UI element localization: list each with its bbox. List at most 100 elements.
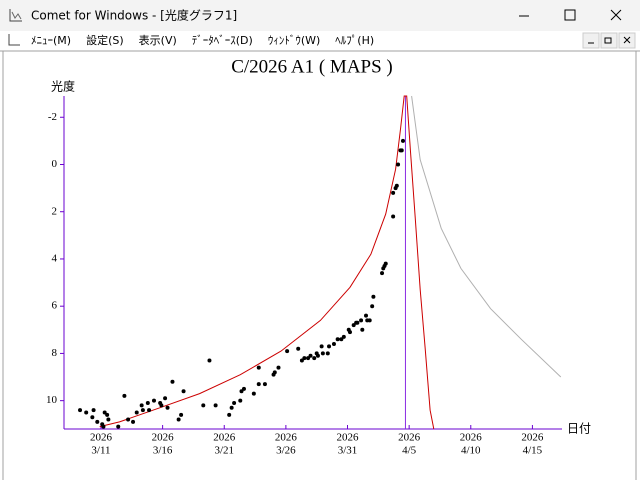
- observation-point: [95, 419, 100, 424]
- x-tick-label: 2026: [460, 432, 483, 444]
- x-tick-label: 3/11: [91, 445, 110, 457]
- observation-point: [91, 408, 96, 413]
- prediction-curve: [411, 95, 562, 378]
- y-tick-label: 0: [52, 158, 58, 170]
- observation-point: [102, 410, 107, 415]
- x-tick-label: 3/16: [153, 445, 173, 457]
- observation-point: [371, 294, 376, 299]
- observation-point: [396, 162, 401, 167]
- observation-point: [360, 327, 365, 332]
- observation-point: [272, 370, 277, 375]
- observation-point: [134, 410, 139, 415]
- observation-point: [207, 358, 212, 363]
- observation-point: [391, 190, 396, 195]
- y-tick-label: 2: [52, 205, 58, 217]
- menu-item[interactable]: 設定(S): [86, 33, 124, 47]
- plot: -2024681020263/1120263/1620263/2120263/2…: [46, 95, 562, 457]
- x-tick-label: 2026: [398, 432, 421, 444]
- observation-point: [299, 358, 304, 363]
- observation-point: [319, 344, 324, 349]
- x-tick-label: 4/5: [402, 445, 417, 457]
- observation-point: [347, 330, 352, 335]
- observation-point: [335, 337, 340, 342]
- x-tick-label: 2026: [275, 432, 298, 444]
- observation-point: [251, 391, 256, 396]
- y-tick-label: -2: [48, 111, 57, 123]
- observation-point: [359, 318, 364, 323]
- observation-point: [325, 351, 330, 356]
- observation-point: [320, 351, 325, 356]
- observation-point: [163, 396, 168, 401]
- menu-item[interactable]: 表示(V): [139, 33, 177, 47]
- x-tick-label: 3/21: [214, 445, 234, 457]
- y-tick-label: 8: [52, 347, 58, 359]
- observation-point: [106, 417, 111, 422]
- observation-point: [256, 365, 261, 370]
- x-axis-label: 日付: [567, 422, 591, 436]
- observation-point: [355, 320, 360, 325]
- close-button[interactable]: [610, 9, 622, 21]
- observation-point: [201, 403, 206, 408]
- observation-point: [341, 334, 346, 339]
- observation-point: [170, 379, 175, 384]
- observation-point: [351, 323, 356, 328]
- menu-items: ﾒﾆｭｰ(M) 設定(S) 表示(V) ﾃﾞｰﾀﾍﾞｰｽ(D) ｳｨﾝﾄﾞｳ(W) ﾍﾙﾌ…: [31, 33, 374, 47]
- window-title: Comet for Windows - [光度グラフ1]: [31, 8, 237, 23]
- observation-point: [145, 401, 150, 406]
- child-restore[interactable]: [600, 32, 618, 49]
- observation-point: [232, 401, 237, 406]
- maximize-button[interactable]: [564, 9, 576, 21]
- observation-point: [90, 415, 95, 420]
- observation-point: [122, 393, 127, 398]
- observation-point: [78, 408, 83, 413]
- observation-point: [241, 386, 246, 391]
- observation-point: [165, 405, 170, 410]
- menu-item[interactable]: ｳｨﾝﾄﾞｳ(W): [268, 34, 320, 47]
- observation-point: [262, 382, 267, 387]
- observation-point: [256, 382, 261, 387]
- x-tick-label: 3/31: [338, 445, 358, 457]
- observation-point: [239, 389, 244, 394]
- x-tick-label: 2026: [90, 432, 113, 444]
- observation-point: [140, 408, 145, 413]
- observation-point: [179, 412, 184, 417]
- child-buttons: [582, 32, 636, 49]
- title-bar: [0, 0, 640, 31]
- observation-point: [399, 148, 404, 153]
- observation-point: [367, 318, 372, 323]
- prediction-curve: [99, 95, 435, 430]
- observation-point: [131, 419, 136, 424]
- child-minimize[interactable]: [582, 32, 600, 49]
- x-tick-label: 2026: [152, 432, 175, 444]
- observation-point: [213, 403, 218, 408]
- menu-bar: [0, 31, 640, 51]
- observation-point: [339, 337, 344, 342]
- observation-point: [139, 403, 144, 408]
- y-tick-label: 10: [46, 394, 58, 406]
- observation-point: [370, 304, 375, 309]
- observation-point: [296, 346, 301, 351]
- mdi-icon: [8, 34, 20, 46]
- observation-point: [227, 412, 232, 417]
- x-tick-label: 4/15: [523, 445, 543, 457]
- menu-item[interactable]: ﾒﾆｭｰ(M): [31, 34, 71, 47]
- observation-point: [391, 214, 396, 219]
- observation-point: [400, 138, 405, 143]
- observation-point: [159, 403, 164, 408]
- observation-point: [105, 412, 110, 417]
- observation-point: [116, 424, 121, 429]
- observation-point: [147, 408, 152, 413]
- observation-point: [308, 353, 313, 358]
- observation-point: [383, 261, 388, 266]
- menu-item[interactable]: ﾍﾙﾌﾟ(H): [335, 34, 374, 47]
- observation-point: [327, 344, 332, 349]
- observation-point: [285, 349, 290, 354]
- x-tick-label: 2026: [521, 432, 544, 444]
- observation-point: [238, 398, 243, 403]
- observation-point: [364, 313, 369, 318]
- y-tick-label: 6: [52, 300, 58, 312]
- observation-point: [331, 341, 336, 346]
- x-tick-label: 4/10: [461, 445, 481, 457]
- menu-item[interactable]: ﾃﾞｰﾀﾍﾞｰｽ(D): [192, 34, 253, 47]
